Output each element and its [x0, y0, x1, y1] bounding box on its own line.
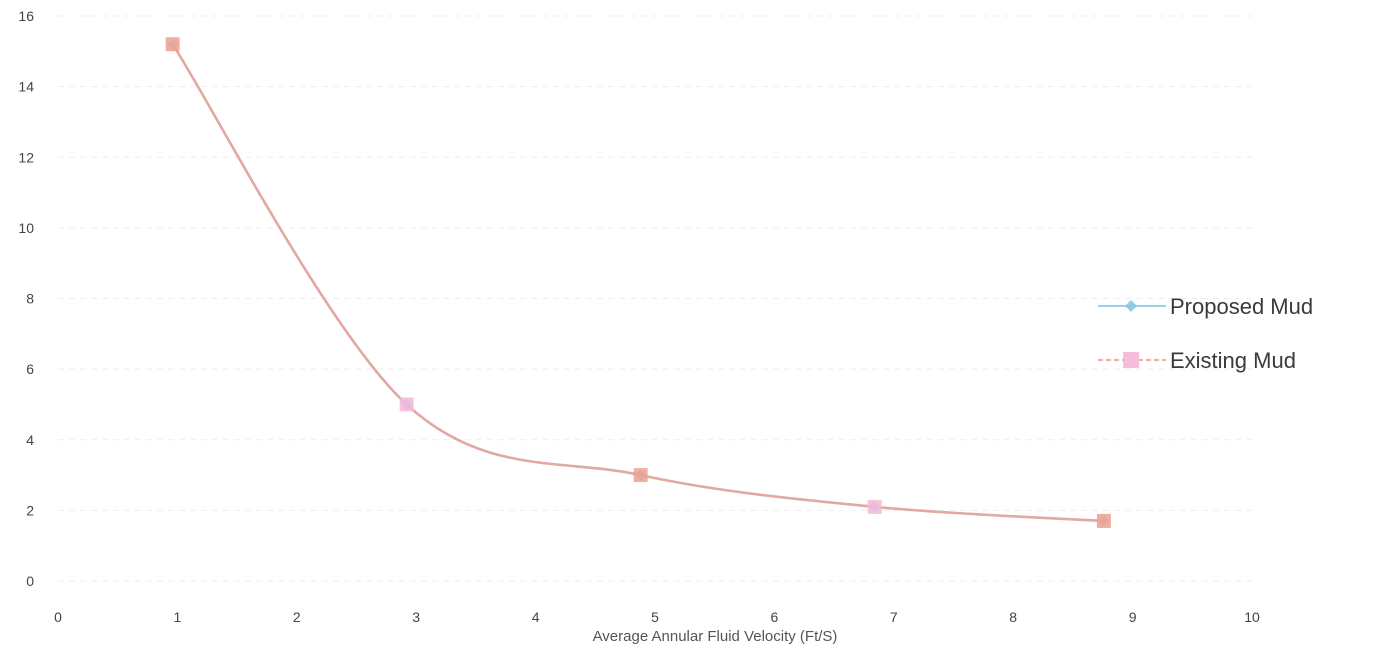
x-axis: 0 1 2 3 4 5 6 7 8 9 10: [54, 609, 1260, 625]
y-tick-label: 0: [26, 573, 34, 589]
x-tick-label: 4: [532, 609, 540, 625]
x-tick-label: 6: [771, 609, 779, 625]
existing-mud-legend-label: Existing Mud: [1170, 348, 1296, 373]
y-tick-label: 10: [18, 220, 34, 236]
y-tick-label: 2: [26, 502, 34, 518]
existing-mud-point: [165, 37, 180, 52]
proposed-mud-legend-marker: [1125, 300, 1137, 312]
y-tick-label: 6: [26, 361, 34, 377]
grid-lines: [58, 15, 1252, 582]
existing-mud-point: [399, 397, 414, 412]
x-tick-label: 5: [651, 609, 659, 625]
y-tick-label: 14: [18, 79, 34, 95]
y-tick-label: 8: [26, 291, 34, 307]
proposed-mud-legend-label: Proposed Mud: [1170, 294, 1313, 319]
existing-mud-point: [1096, 513, 1111, 528]
y-axis: 0 2 4 6 8 10 12 14 16: [18, 8, 34, 589]
x-tick-label: 0: [54, 609, 62, 625]
plot-area: [165, 37, 1111, 528]
x-tick-label: 7: [890, 609, 898, 625]
existing-mud-line: [171, 43, 1105, 523]
x-tick-label: 2: [293, 609, 301, 625]
y-tick-label: 4: [26, 432, 34, 448]
x-tick-label: 9: [1129, 609, 1137, 625]
y-tick-label: 12: [18, 149, 34, 165]
x-tick-label: 1: [174, 609, 182, 625]
x-tick-label: 10: [1244, 609, 1260, 625]
x-tick-label: 3: [412, 609, 420, 625]
x-axis-title: Average Annular Fluid Velocity (Ft/S): [593, 628, 838, 645]
y-tick-label: 16: [18, 8, 34, 24]
x-tick-label: 8: [1009, 609, 1017, 625]
legend: Proposed Mud Existing Mud: [1098, 294, 1313, 373]
existing-mud-legend-marker: [1123, 352, 1139, 368]
existing-mud-point: [633, 468, 648, 483]
existing-mud-point: [867, 499, 882, 514]
